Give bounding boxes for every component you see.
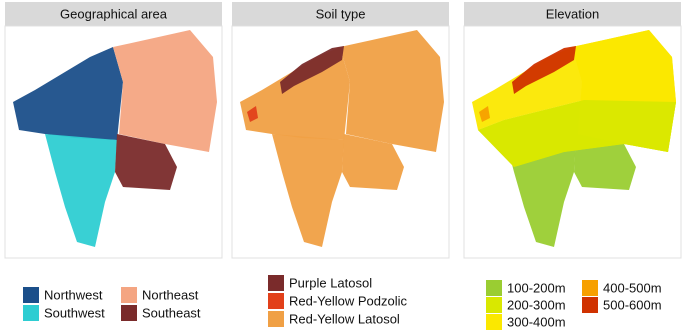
legend-swatch xyxy=(121,287,137,303)
legend-label: 500-600m xyxy=(603,297,662,312)
panel-header xyxy=(464,2,681,26)
map xyxy=(13,30,217,247)
panel-title: Soil type xyxy=(316,6,366,21)
panel-header xyxy=(5,2,222,26)
legend-label: Southeast xyxy=(142,305,201,320)
map-region xyxy=(340,30,444,152)
legend-label: Red-Yellow Podzolic xyxy=(289,293,408,308)
legend-label: Purple Latosol xyxy=(289,275,372,290)
legend-label: Northeast xyxy=(142,287,199,302)
map-region xyxy=(13,47,123,140)
legend-swatch xyxy=(268,293,284,309)
legend-label: 100-200m xyxy=(507,280,566,295)
legend-label: 400-500m xyxy=(603,280,662,295)
map-region xyxy=(512,46,576,94)
legend-swatch xyxy=(23,287,39,303)
legend-swatch xyxy=(582,280,598,296)
legend-swatch xyxy=(268,311,284,327)
map xyxy=(240,30,444,247)
legend-label: 200-300m xyxy=(507,297,566,312)
legend-swatch xyxy=(486,280,502,296)
panel: Elevation 100-200m 200-300m 300-400m 400-500… xyxy=(463,2,682,330)
map-region xyxy=(247,106,258,122)
legend-label: Southwest xyxy=(44,305,105,320)
map-region xyxy=(272,134,344,247)
panel-title: Geographical area xyxy=(60,6,168,21)
map-region xyxy=(113,30,217,152)
map-region xyxy=(280,46,344,94)
legend-swatch xyxy=(121,305,137,321)
panel: Geographical area Northwest Northeast South… xyxy=(4,2,223,321)
map-region xyxy=(478,100,676,167)
map-region xyxy=(342,134,404,190)
legend-label: 300-400m xyxy=(507,314,566,329)
legend-swatch xyxy=(486,314,502,330)
legend-label: Northwest xyxy=(44,287,103,302)
legend-label: Red-Yellow Latosol xyxy=(289,311,400,326)
map-region xyxy=(45,134,117,247)
legend-swatch xyxy=(486,297,502,313)
map-region xyxy=(115,134,177,190)
legend-swatch xyxy=(23,305,39,321)
panel-header xyxy=(232,2,449,26)
map xyxy=(472,30,676,247)
legend-swatch xyxy=(582,297,598,313)
panel: Soil type Purple Latosol Red-Yellow Podzol… xyxy=(231,2,450,327)
map-region xyxy=(479,106,490,122)
panel-title: Elevation xyxy=(546,6,599,21)
legend-swatch xyxy=(268,275,284,291)
